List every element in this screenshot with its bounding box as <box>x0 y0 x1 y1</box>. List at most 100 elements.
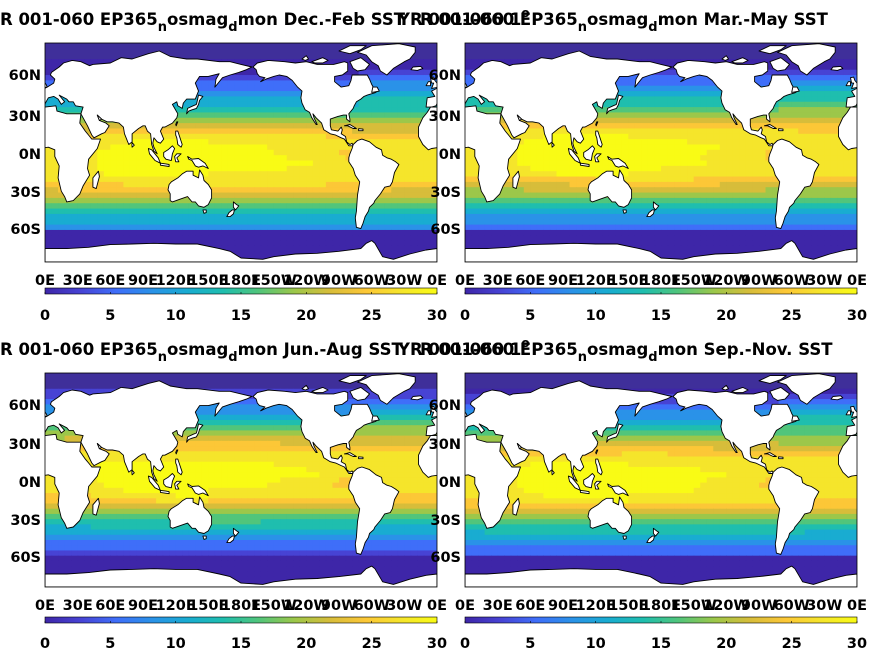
sst-cell <box>569 213 577 220</box>
sst-cell <box>465 64 473 71</box>
sst-cell <box>615 155 623 162</box>
sst-cell <box>404 64 412 71</box>
sst-cell <box>732 160 740 167</box>
sst-cell <box>843 203 852 210</box>
sst-cell <box>497 229 505 236</box>
sst-cell <box>149 171 157 178</box>
sst-cell <box>45 149 53 156</box>
sst-cell <box>175 229 183 236</box>
sst-cell <box>647 165 656 172</box>
sst-cell <box>378 107 386 114</box>
sst-cell <box>195 133 203 140</box>
sst-cell <box>51 224 59 231</box>
sst-cell <box>208 213 216 220</box>
sst-cell <box>602 213 610 220</box>
sst-cell <box>254 176 262 183</box>
sst-cell <box>234 80 242 87</box>
sst-cell <box>358 112 366 119</box>
sst-cell <box>634 128 642 135</box>
sst-cell <box>556 176 564 183</box>
sst-cell <box>71 235 79 242</box>
sst-cell <box>843 165 852 172</box>
sst-cell <box>634 117 642 124</box>
sst-cell <box>497 107 505 114</box>
sst-cell <box>391 91 399 98</box>
sst-cell <box>332 181 340 188</box>
landmass-victoria-island <box>311 57 329 64</box>
sst-cell <box>345 133 353 140</box>
sst-cell <box>273 171 281 178</box>
sst-cell <box>778 117 786 124</box>
sst-cell <box>752 219 760 226</box>
sst-cell <box>674 181 682 188</box>
sst-cell <box>745 224 754 231</box>
sst-cell <box>661 139 669 146</box>
sst-cell <box>175 224 183 231</box>
sst-cell <box>726 144 734 151</box>
sst-cell <box>260 235 268 242</box>
sst-cell <box>371 235 379 242</box>
sst-cell <box>713 123 721 130</box>
sst-cell <box>687 112 695 119</box>
sst-cell <box>267 181 275 188</box>
sst-cell <box>423 155 432 162</box>
sst-cell <box>700 107 708 114</box>
sst-cell <box>423 107 432 114</box>
sst-cell <box>700 80 708 87</box>
sst-cell <box>280 197 288 204</box>
sst-cell <box>745 133 754 140</box>
sst-cell <box>391 229 399 236</box>
sst-cell <box>536 208 544 215</box>
sst-cell <box>110 144 118 151</box>
lon-tick-label: 0E <box>427 273 447 289</box>
sst-cell <box>667 117 675 124</box>
sst-cell <box>162 192 170 199</box>
sst-cell <box>51 187 59 194</box>
sst-cell <box>504 187 512 194</box>
sst-cell <box>306 203 314 210</box>
sst-cell <box>510 224 518 231</box>
sst-cell <box>510 208 518 215</box>
sst-cell <box>850 165 857 172</box>
sst-cell <box>247 192 255 199</box>
sst-cell <box>45 171 53 178</box>
sst-cell <box>143 213 151 220</box>
sst-cell <box>785 64 793 71</box>
sst-cell <box>543 181 551 188</box>
sst-cell <box>817 251 825 258</box>
sst-cell <box>693 240 701 247</box>
sst-cell <box>227 197 236 204</box>
sst-cell <box>410 149 418 156</box>
sst-cell <box>654 181 662 188</box>
sst-cell <box>254 123 262 130</box>
sst-cell <box>667 224 675 231</box>
sst-cell <box>615 213 623 220</box>
sst-cell <box>798 245 806 252</box>
sst-cell <box>563 139 571 146</box>
sst-cell <box>241 133 249 140</box>
sst-cell <box>661 80 669 87</box>
lat-tick-label: 30S <box>10 185 41 201</box>
sst-cell <box>837 213 845 220</box>
sst-cell <box>713 245 721 252</box>
sst-cell <box>647 123 656 130</box>
sst-cell <box>830 197 838 204</box>
sst-cell <box>267 112 275 119</box>
sst-cell <box>628 139 636 146</box>
sst-cell <box>765 69 773 76</box>
sst-cell <box>700 251 708 258</box>
sst-cell <box>674 224 682 231</box>
sst-cell <box>680 165 688 172</box>
sst-cell <box>299 187 307 194</box>
sst-cell <box>254 229 262 236</box>
sst-cell <box>51 171 59 178</box>
sst-cell <box>227 203 236 210</box>
sst-cell <box>221 85 229 92</box>
sst-cell <box>824 139 832 146</box>
sst-cell <box>325 208 334 215</box>
sst-cell <box>759 229 767 236</box>
sst-cell <box>549 160 558 167</box>
sst-cell <box>726 240 734 247</box>
sst-cell <box>667 112 675 119</box>
sst-cell <box>752 187 760 194</box>
